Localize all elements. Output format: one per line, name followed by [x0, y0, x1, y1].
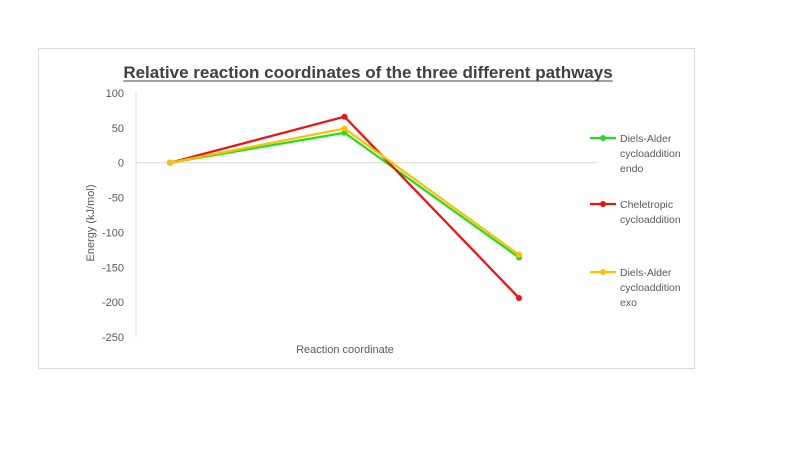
y-tick-label: 100 [106, 88, 124, 100]
y-tick-label: 50 [112, 123, 124, 135]
y-tick-label: -100 [102, 227, 124, 239]
data-point [167, 159, 173, 166]
series-line [169, 115, 520, 299]
y-tick-label: -150 [102, 262, 124, 274]
series-2 [167, 125, 522, 258]
chart-axes [135, 93, 597, 337]
data-point [341, 129, 348, 136]
legend-marker [600, 135, 606, 141]
data-point [341, 113, 348, 120]
legend: Diels-Alder cycloaddition endo Cheletropic c… [590, 133, 681, 309]
legend-label: cycloaddition [620, 282, 681, 294]
y-tick-label: -50 [108, 193, 124, 205]
x-axis-title: Reaction coordinate [296, 344, 394, 356]
legend-marker [600, 269, 606, 275]
y-tick-labels: 100 50 0 -50 -100 -150 -200 -250 [102, 88, 124, 344]
y-tick-label: -250 [102, 332, 124, 344]
legend-label: exo [620, 297, 637, 309]
chart-title: Relative reaction coordinates of the thr… [123, 63, 612, 82]
legend-item-2: Diels-Alder cycloaddition exo [590, 267, 681, 309]
y-tick-label: -200 [102, 297, 124, 309]
series-group [167, 113, 522, 301]
legend-item-0: Diels-Alder cycloaddition endo [590, 133, 681, 175]
data-point [341, 125, 348, 132]
data-point [516, 251, 522, 258]
series-1 [167, 113, 522, 301]
legend-label: Diels-Alder [620, 133, 672, 145]
legend-label: endo [620, 163, 644, 175]
chart-frame: Relative reaction coordinates of the thr… [38, 48, 695, 369]
data-point [516, 294, 522, 301]
y-axis-title: Energy (kJ/mol) [85, 184, 97, 261]
legend-label: Diels-Alder [620, 267, 672, 279]
legend-label: cycloaddition [620, 148, 681, 160]
y-tick-label: 0 [118, 158, 124, 170]
legend-marker [600, 201, 606, 207]
legend-label: cycloaddition [620, 214, 681, 226]
line-chart: Relative reaction coordinates of the thr… [85, 63, 681, 356]
legend-item-1: Cheletropic cycloaddition [590, 199, 681, 226]
legend-label: Cheletropic [620, 199, 673, 211]
series-line [169, 127, 520, 256]
